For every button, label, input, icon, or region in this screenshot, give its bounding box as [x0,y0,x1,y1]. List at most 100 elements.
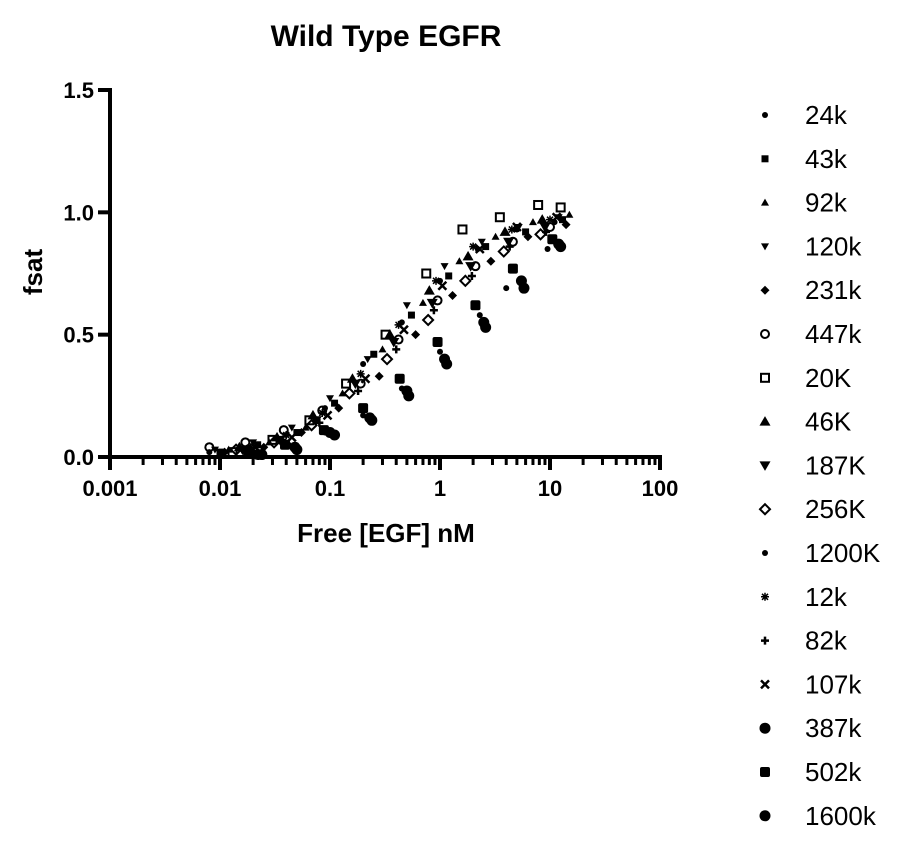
legend-item: 387k [759,713,862,743]
data-point [380,352,394,366]
data-point [331,399,339,407]
data-point [523,232,533,242]
data-point [503,237,515,248]
data-point [437,348,443,355]
data-point [565,210,574,218]
data-point [539,223,551,233]
y-tick-label: 0.5 [63,323,94,348]
legend-label: 231k [805,275,862,305]
legend-item: 187K [759,450,866,480]
data-point [437,280,448,291]
data-point [310,416,322,426]
legend-item: 447k [760,319,862,349]
data-point [278,425,289,436]
series-1200K [250,246,551,456]
y-tick-label: 1.5 [63,78,94,103]
data-point [480,321,492,333]
x-tick-label: 1 [434,476,446,501]
legend-marker [761,636,769,645]
data-point [315,418,324,427]
legend-label: 120k [805,231,862,261]
data-points [204,199,574,461]
data-point [503,285,510,292]
legend-marker [758,502,772,516]
legend-label: 82k [805,626,848,656]
data-point [220,447,230,457]
data-point [318,408,327,417]
data-point [441,358,453,370]
legend-marker [759,416,771,426]
data-point [547,234,558,245]
data-point [342,386,356,400]
x-tick-label: 0.001 [82,476,137,501]
data-point [486,256,496,266]
legend-label: 24k [805,100,848,130]
data-point [470,300,481,311]
legend-marker [762,112,768,118]
data-point [499,226,511,236]
legend-label: 256K [805,494,866,524]
data-point [458,274,472,288]
data-point [280,439,291,450]
data-point [542,227,551,236]
data-point [482,243,490,251]
legend-label: 43k [805,144,848,174]
legend-item: 1200K [762,538,881,568]
data-point [204,442,215,453]
data-point [256,449,268,461]
data-point [432,337,443,348]
data-point [360,361,367,368]
data-point [366,414,378,426]
legend-marker [760,679,770,690]
data-point [282,430,291,439]
data-point [388,338,400,348]
data-point [293,429,301,437]
data-point [216,448,224,456]
legend-label: 46K [805,407,852,437]
data-point [477,238,486,246]
series-187K [236,223,551,456]
legend-label: 502k [805,757,862,787]
data-point [551,212,562,223]
legend-item: 24k [762,100,848,130]
legend-marker [759,810,771,822]
data-point [421,313,435,327]
data-point [229,443,243,457]
data-point [403,390,415,402]
data-point [394,320,403,329]
series-92k [224,210,574,453]
legend-item: 43k [761,144,848,174]
data-point [457,224,468,235]
data-point [349,379,361,390]
legend-marker [761,592,769,601]
y-ticks: 0.0 0.5 1.0 1.5 [63,78,110,470]
data-point [491,232,500,240]
data-point [287,424,296,432]
data-point [407,311,415,319]
series-447k [204,222,555,453]
data-point [476,312,483,319]
y-tick-label: 1.0 [63,200,94,225]
legend-marker [759,722,771,734]
legend-marker [760,329,770,339]
data-point [363,356,372,364]
data-point [536,214,548,224]
x-tick-label: 0.01 [199,476,242,501]
x-axis-label: Free [EGF] nM [297,518,475,548]
data-point [334,403,344,413]
data-point [462,250,474,261]
data-point [555,202,566,213]
legend-label: 447k [805,319,862,349]
data-point [546,215,554,224]
data-point [267,435,281,449]
legend-item: 12k [761,582,848,612]
y-axis-label: fsat [18,249,48,296]
data-point [370,350,378,358]
series-107k [250,212,562,453]
data-point [322,410,333,421]
data-point [518,282,530,294]
series-502k [243,234,558,458]
legend-marker [761,243,769,251]
legend-label: 1600k [805,801,877,831]
